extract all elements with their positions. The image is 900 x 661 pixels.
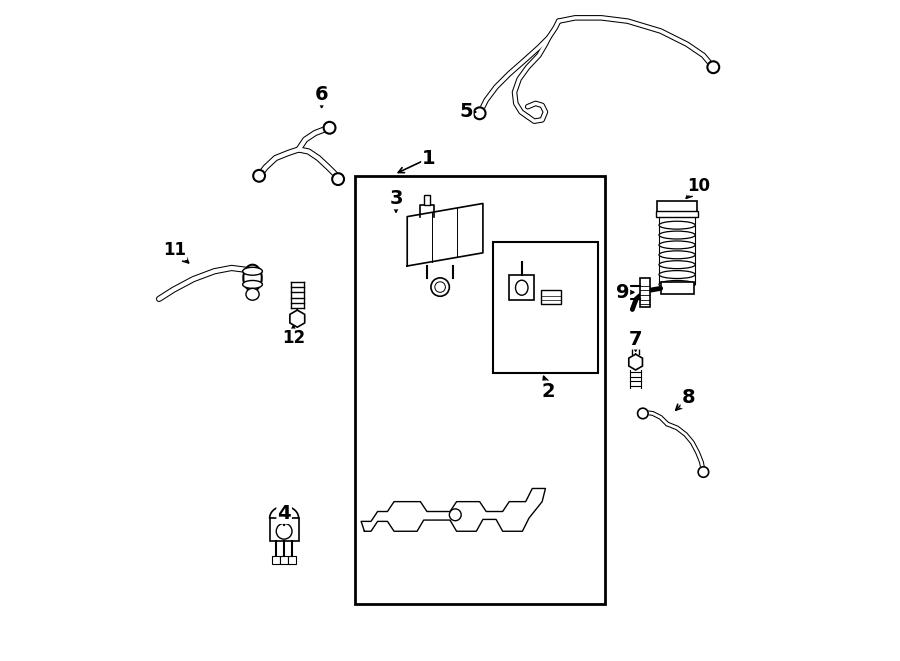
Ellipse shape <box>516 280 528 295</box>
Circle shape <box>707 61 719 73</box>
Text: 5: 5 <box>459 102 472 122</box>
Circle shape <box>473 107 485 119</box>
Ellipse shape <box>659 221 695 229</box>
Circle shape <box>637 408 648 418</box>
Bar <box>541 290 561 303</box>
Bar <box>273 557 280 564</box>
Polygon shape <box>629 354 643 370</box>
Ellipse shape <box>659 270 695 278</box>
Bar <box>288 557 296 564</box>
Text: 10: 10 <box>688 176 710 195</box>
Bar <box>656 211 698 217</box>
Polygon shape <box>407 204 483 266</box>
Bar <box>509 275 535 300</box>
Text: 11: 11 <box>164 241 186 259</box>
Text: 4: 4 <box>277 504 291 523</box>
Ellipse shape <box>659 280 695 288</box>
Text: 3: 3 <box>390 189 403 208</box>
Ellipse shape <box>659 251 695 258</box>
Text: 9: 9 <box>616 283 629 302</box>
Bar <box>424 195 430 205</box>
Circle shape <box>698 467 708 477</box>
Text: 12: 12 <box>282 329 305 348</box>
Text: 2: 2 <box>542 381 555 401</box>
Polygon shape <box>290 310 305 327</box>
Bar <box>280 557 288 564</box>
Text: 7: 7 <box>629 330 643 348</box>
Bar <box>640 278 650 307</box>
Circle shape <box>332 173 344 185</box>
Bar <box>493 242 598 373</box>
Text: 8: 8 <box>681 388 695 407</box>
Bar <box>661 282 694 294</box>
Text: 6: 6 <box>315 85 328 104</box>
Polygon shape <box>361 488 545 531</box>
Ellipse shape <box>243 267 263 275</box>
Text: 1: 1 <box>422 149 436 167</box>
Circle shape <box>324 122 336 134</box>
Ellipse shape <box>243 264 262 291</box>
Circle shape <box>253 170 265 182</box>
Ellipse shape <box>659 231 695 239</box>
Ellipse shape <box>659 260 695 268</box>
Ellipse shape <box>243 280 263 288</box>
Bar <box>270 518 299 541</box>
Ellipse shape <box>246 288 259 300</box>
Ellipse shape <box>659 241 695 249</box>
Bar <box>657 202 697 212</box>
Polygon shape <box>270 506 299 518</box>
Bar <box>355 176 605 603</box>
